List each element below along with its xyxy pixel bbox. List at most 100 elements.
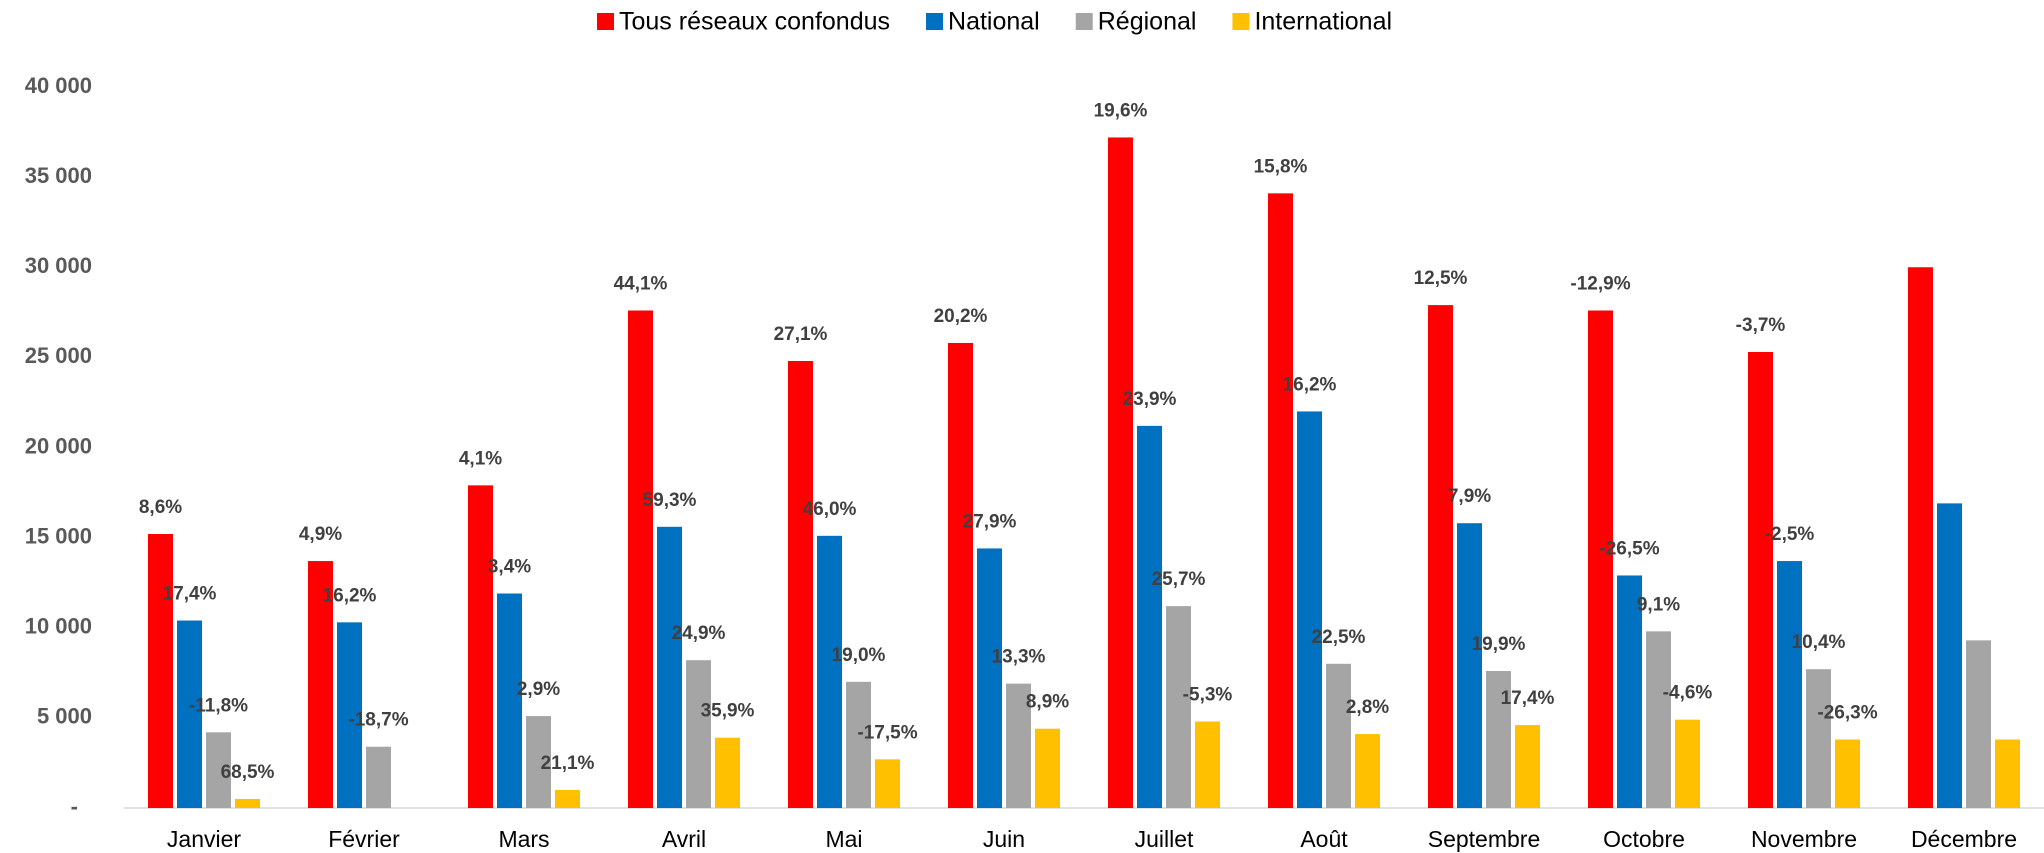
bar <box>788 360 813 808</box>
bar <box>1006 683 1031 808</box>
value-label: 21,1% <box>541 753 595 774</box>
value-label: 23,9% <box>1123 389 1177 410</box>
bar <box>1297 411 1322 808</box>
bar <box>308 561 333 808</box>
value-label: 7,9% <box>1448 486 1491 507</box>
x-tick-label: Mars <box>498 826 549 852</box>
bar <box>206 732 231 808</box>
bar <box>1646 631 1671 808</box>
value-label: -26,3% <box>1817 703 1877 724</box>
bar <box>1835 739 1860 808</box>
bar <box>715 737 740 808</box>
bar <box>846 681 871 808</box>
x-tick-label: Mai <box>825 826 862 852</box>
value-label: 15,8% <box>1254 156 1308 177</box>
x-tick-label: Février <box>328 826 400 852</box>
legend-label: Régional <box>1098 8 1197 36</box>
bar <box>1617 575 1642 808</box>
bar <box>1675 719 1700 808</box>
y-tick-label: 35 000 <box>25 163 92 188</box>
bar <box>817 535 842 808</box>
x-tick-label: Décembre <box>1911 826 2017 852</box>
value-label: 19,9% <box>1472 634 1526 655</box>
legend-label: International <box>1254 8 1392 36</box>
value-label: 12,5% <box>1414 268 1468 289</box>
value-label: 3,4% <box>488 557 531 578</box>
value-label: -11,8% <box>189 695 248 716</box>
value-label: 44,1% <box>614 274 668 295</box>
x-tick-label: Avril <box>662 826 706 852</box>
value-label: 13,3% <box>992 647 1046 668</box>
value-label: 9,1% <box>1637 594 1680 615</box>
x-tick-label: Juin <box>983 826 1025 852</box>
y-tick-label: 20 000 <box>25 433 92 458</box>
bar <box>1428 305 1453 808</box>
bar <box>1268 193 1293 808</box>
value-label: -4,6% <box>1663 683 1713 704</box>
value-label: -2,5% <box>1765 524 1815 545</box>
bar <box>148 534 173 808</box>
bar <box>1777 561 1802 808</box>
value-label: 46,0% <box>803 499 857 520</box>
value-label: 16,2% <box>1283 374 1337 395</box>
value-label: 25,7% <box>1152 569 1206 590</box>
value-label: 68,5% <box>221 762 275 783</box>
bar <box>1966 640 1991 808</box>
bar <box>1355 734 1380 808</box>
bar <box>628 310 653 808</box>
value-label: 17,4% <box>163 584 217 605</box>
y-tick-label: 25 000 <box>25 343 92 368</box>
legend-swatch <box>1075 13 1093 30</box>
bar <box>948 342 973 808</box>
y-tick-label: 10 000 <box>25 614 92 639</box>
bar <box>1326 663 1351 808</box>
value-label: -18,7% <box>348 710 408 731</box>
bar <box>1108 137 1133 809</box>
y-tick-label: 15 000 <box>25 523 92 548</box>
value-label: 59,3% <box>643 490 697 511</box>
value-label: 10,4% <box>1792 632 1846 653</box>
bar <box>177 620 202 808</box>
value-label: 17,4% <box>1501 688 1555 709</box>
value-label: -3,7% <box>1736 315 1786 336</box>
y-tick-label: 5 000 <box>37 704 92 729</box>
y-tick-label: - <box>71 794 78 819</box>
y-tick-label: 30 000 <box>25 253 92 278</box>
bar <box>686 660 711 808</box>
bar <box>977 548 1002 808</box>
bar <box>1515 725 1540 808</box>
legend-swatch <box>597 13 614 30</box>
value-label: 24,9% <box>672 623 726 644</box>
x-tick-label: Octobre <box>1603 826 1685 852</box>
value-label: 35,9% <box>701 701 755 722</box>
bar <box>337 622 362 808</box>
legend-swatch <box>926 13 944 30</box>
value-label: 8,6% <box>139 497 182 518</box>
value-label: -5,3% <box>1183 684 1233 705</box>
bar <box>1908 267 1933 808</box>
bar <box>1995 739 2020 808</box>
value-label: 19,6% <box>1094 100 1148 121</box>
x-tick-label: Juillet <box>1135 826 1194 852</box>
value-label: 8,9% <box>1026 692 1069 713</box>
bar <box>1166 606 1191 808</box>
value-label: 19,0% <box>832 645 886 666</box>
bar <box>555 789 580 808</box>
value-label: 2,8% <box>1346 697 1389 718</box>
value-label: 27,1% <box>774 324 828 345</box>
value-label: 4,1% <box>459 448 502 469</box>
bar <box>875 759 900 808</box>
x-tick-label: Novembre <box>1751 826 1857 852</box>
bar <box>1457 523 1482 808</box>
bar <box>1035 728 1060 808</box>
bar <box>657 526 682 808</box>
value-label: 20,2% <box>934 306 988 327</box>
value-label: 16,2% <box>323 585 377 606</box>
bar <box>1486 671 1511 808</box>
bar <box>526 716 551 808</box>
value-label: 2,9% <box>517 679 560 700</box>
bar <box>1748 351 1773 808</box>
legend-swatch <box>1232 13 1250 30</box>
